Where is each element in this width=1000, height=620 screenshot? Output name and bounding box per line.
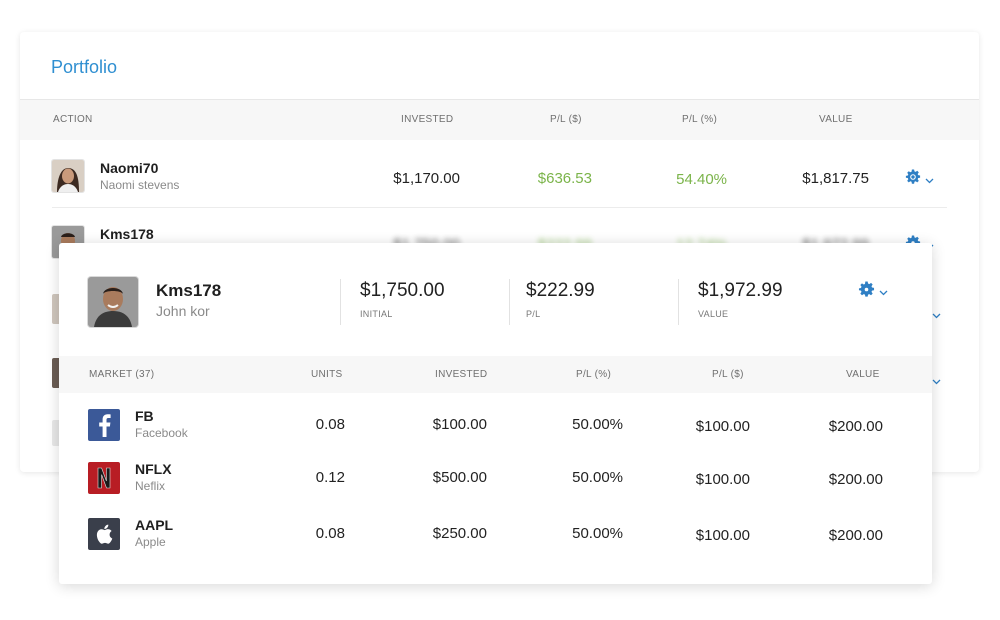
market-row[interactable]: NFLX Neflix 0.12 $500.00 50.00% $100.00 … (59, 452, 932, 506)
column-market: MARKET (37) (89, 369, 155, 380)
full-name: Naomi stevens (100, 178, 180, 192)
pl-amount: $222.99 (526, 280, 595, 301)
invested-value: $250.00 (432, 525, 487, 542)
table-row[interactable]: Naomi70 Naomi stevens $1,170.00 $636.53 … (20, 144, 979, 208)
column-pl-usd: P/L ($) (712, 369, 744, 380)
value-amount: $200.00 (828, 418, 883, 435)
divider (509, 279, 510, 325)
full-name: John kor (156, 303, 210, 319)
chevron-down-icon[interactable] (932, 372, 941, 390)
ticker[interactable]: AAPL (135, 517, 174, 533)
column-pl-pct: P/L (%) (682, 114, 718, 125)
divider (340, 279, 341, 325)
divider (52, 207, 947, 208)
username[interactable]: Naomi70 (100, 160, 159, 176)
pl-usd-value: $100.00 (695, 471, 750, 488)
column-invested: INVESTED (435, 369, 488, 380)
units-value: 0.08 (315, 525, 345, 542)
gear-icon[interactable] (858, 281, 875, 303)
pl-pct-value: 50.00% (572, 416, 623, 433)
value-amount: $200.00 (828, 471, 883, 488)
column-units: UNITS (311, 369, 343, 380)
initial-amount: $1,750.00 (360, 280, 445, 301)
user-options[interactable] (858, 281, 888, 303)
market-name: Neflix (135, 479, 166, 493)
netflix-icon (88, 462, 120, 494)
column-invested: INVESTED (401, 114, 454, 125)
divider (678, 279, 679, 325)
units-value: 0.08 (315, 416, 345, 433)
username[interactable]: Kms178 (100, 226, 154, 242)
value-amount: $1,972.99 (698, 280, 783, 301)
value-amount: $1,817.75 (802, 170, 869, 187)
ticker[interactable]: FB (135, 408, 154, 424)
user-summary: Kms178 John kor $1,750.00 INITIAL $222.9… (59, 243, 932, 356)
value-amount: $200.00 (828, 527, 883, 544)
column-value: VALUE (846, 369, 880, 380)
column-pl-usd: P/L ($) (550, 114, 582, 125)
market-name: Facebook (135, 426, 188, 440)
portfolio-title: Portfolio (51, 57, 118, 77)
avatar (52, 160, 84, 192)
facebook-icon (88, 409, 120, 441)
username[interactable]: Kms178 (156, 281, 222, 300)
pl-usd-value: $100.00 (695, 418, 750, 435)
apple-icon (88, 518, 120, 550)
portfolio-table-header: ACTION INVESTED P/L ($) P/L (%) VALUE (20, 100, 979, 140)
invested-value: $100.00 (432, 416, 487, 433)
pl-usd-value: $636.53 (537, 170, 592, 187)
pl-usd-value: $100.00 (695, 527, 750, 544)
chevron-down-icon[interactable] (879, 283, 888, 301)
pl-label: P/L (526, 309, 541, 319)
initial-label: INITIAL (360, 309, 393, 319)
invested-value: $1,170.00 (393, 170, 460, 187)
value-label: VALUE (698, 309, 729, 319)
chevron-down-icon[interactable] (932, 306, 941, 324)
units-value: 0.12 (315, 469, 345, 486)
market-name: Apple (135, 535, 166, 549)
column-pl-pct: P/L (%) (576, 369, 612, 380)
user-detail-card: Kms178 John kor $1,750.00 INITIAL $222.9… (59, 243, 932, 584)
row-options[interactable] (905, 169, 934, 190)
ticker[interactable]: NFLX (135, 461, 172, 477)
divider (20, 99, 979, 100)
market-row[interactable]: FB Facebook 0.08 $100.00 50.00% $100.00 … (59, 399, 932, 453)
invested-value: $500.00 (432, 469, 487, 486)
pl-pct-value: 50.00% (572, 469, 623, 486)
pl-pct-value: 54.40% (676, 171, 727, 188)
column-action: ACTION (53, 114, 93, 125)
chevron-down-icon[interactable] (925, 171, 934, 189)
market-row[interactable]: AAPL Apple 0.08 $250.00 50.00% $100.00 $… (59, 508, 932, 562)
pl-pct-value: 50.00% (572, 525, 623, 542)
avatar (88, 277, 138, 327)
markets-table-header: MARKET (37) UNITS INVESTED P/L (%) P/L (… (59, 356, 932, 393)
gear-icon[interactable] (905, 169, 921, 190)
column-value: VALUE (819, 114, 853, 125)
